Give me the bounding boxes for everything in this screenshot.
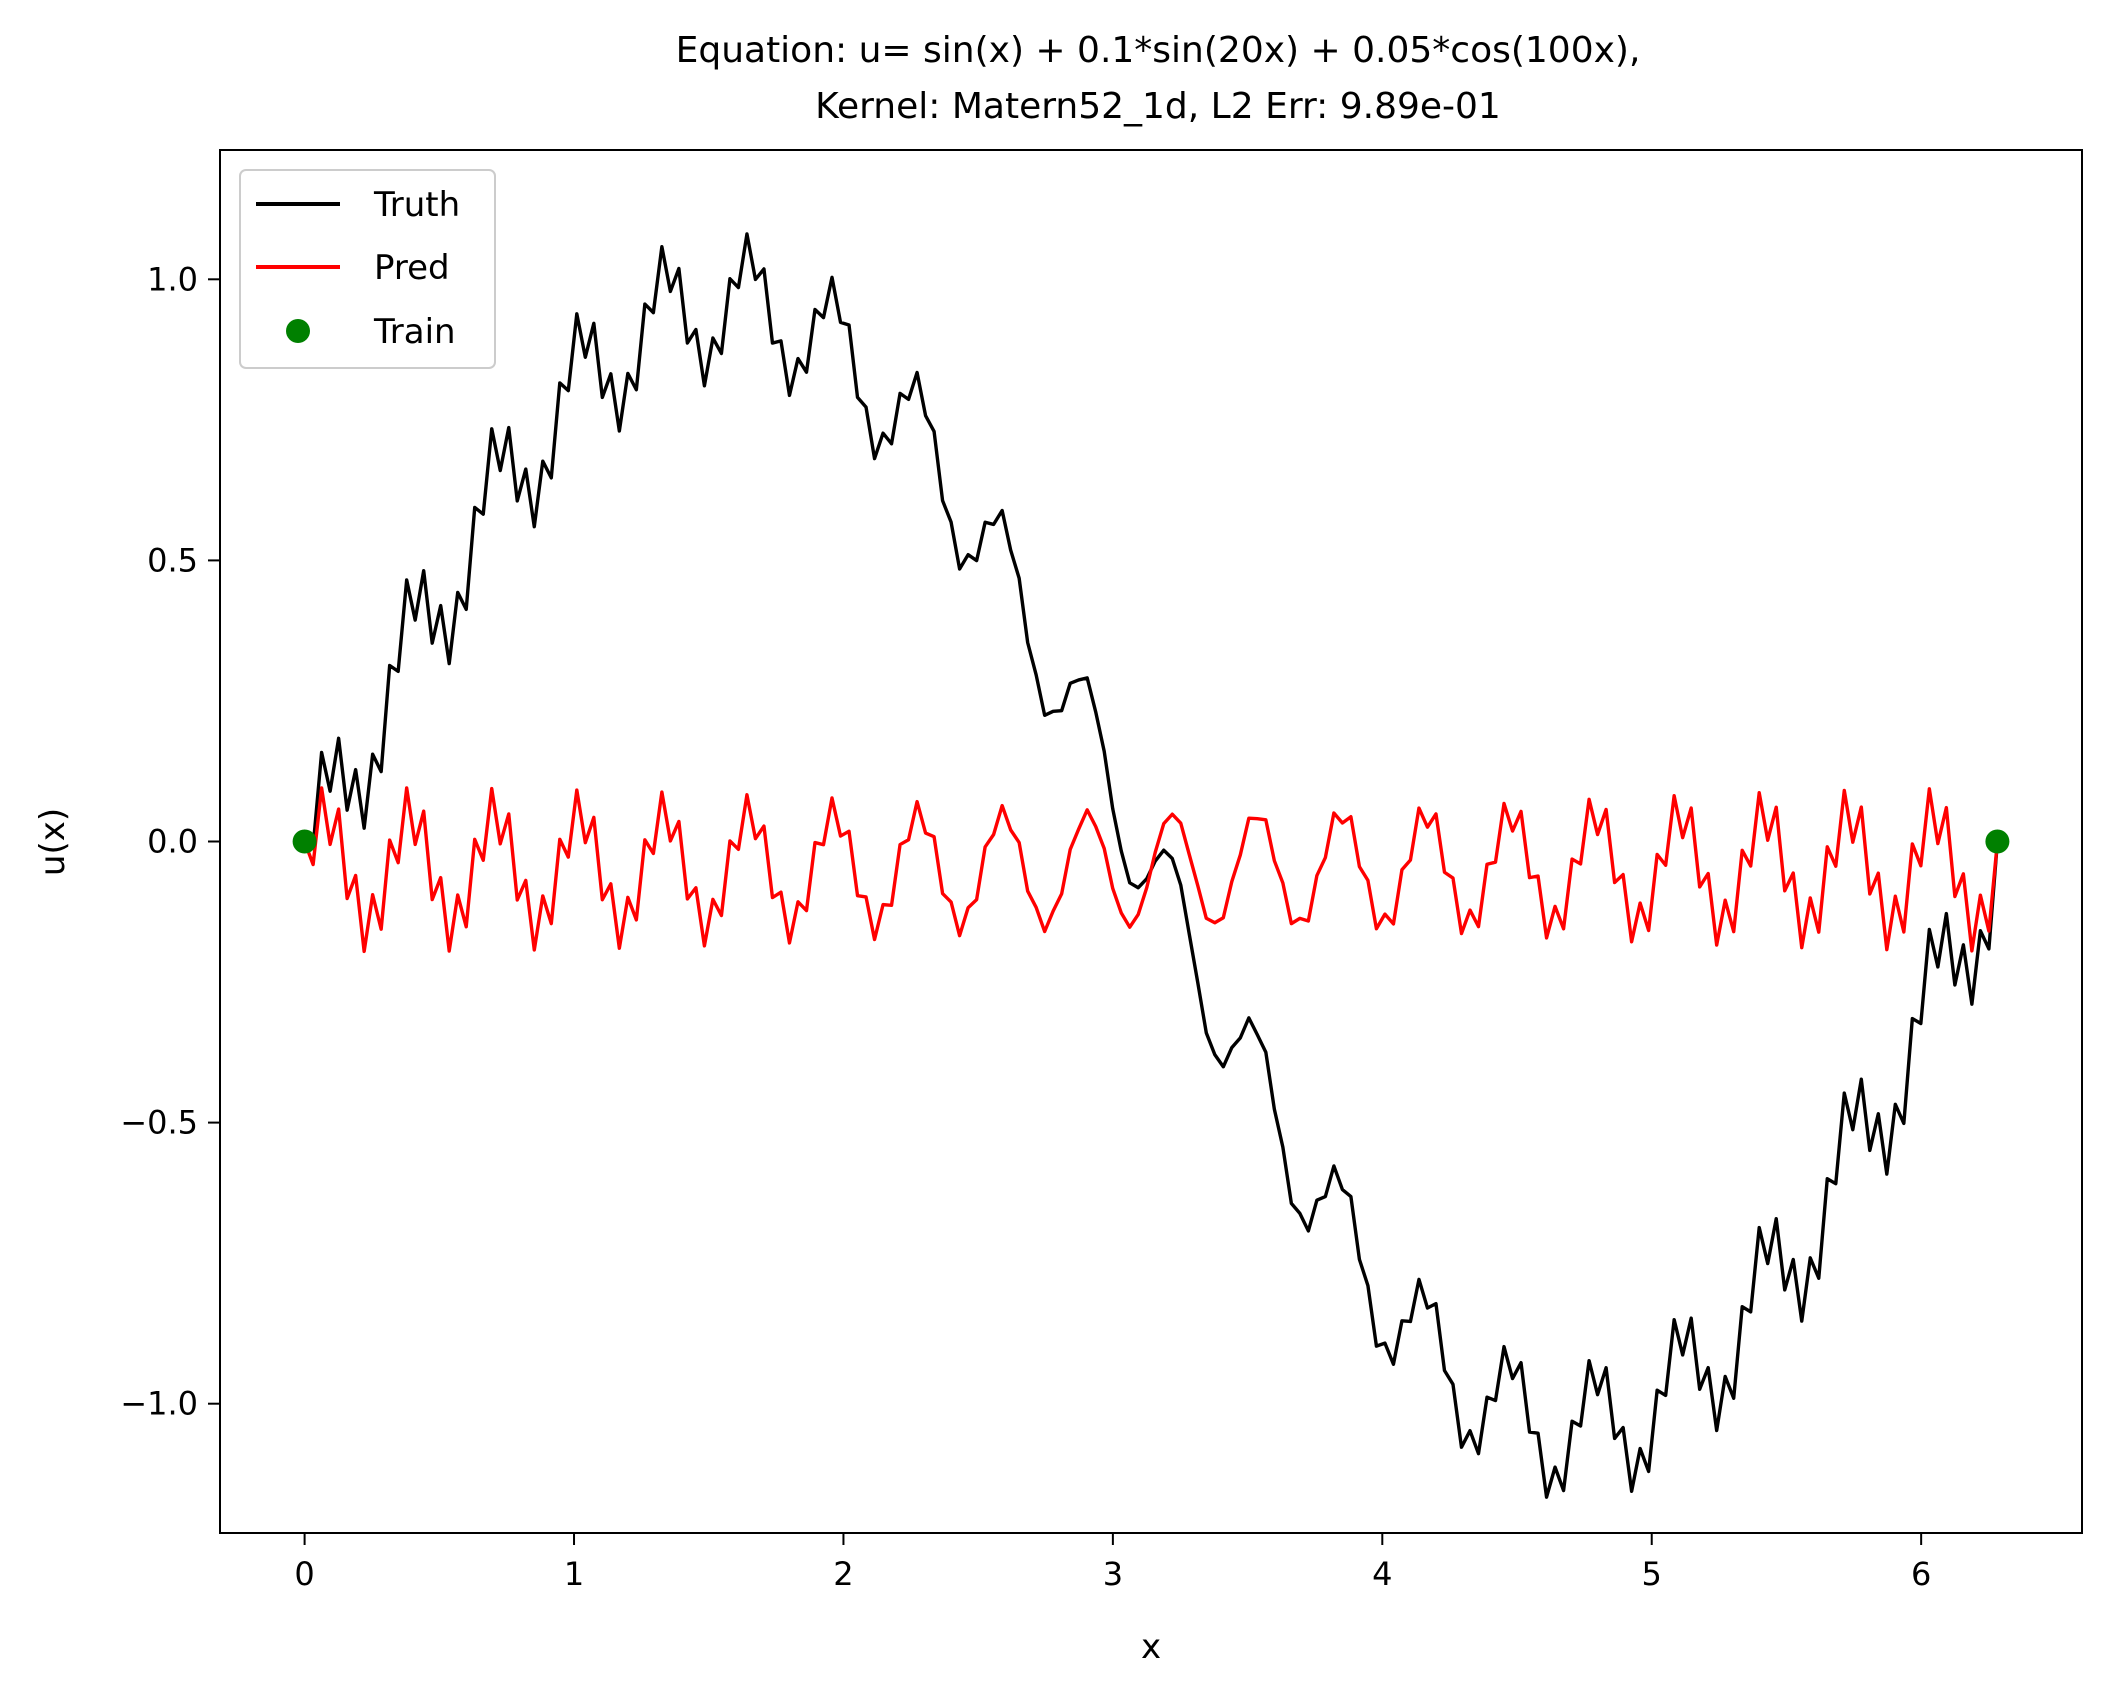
scatter-layer [292, 829, 2010, 854]
chart-title-line-1: Equation: u= sin(x) + 0.1*sin(20x) + 0.0… [676, 30, 1641, 71]
train-point-1 [292, 829, 317, 854]
y-tick-label: 1.0 [147, 260, 198, 298]
legend-swatch-train [286, 319, 310, 343]
y-axis-label: u(x) [33, 808, 73, 876]
y-axis-ticks: −1.0 −0.5 0.0 0.5 1.0 [120, 260, 220, 1423]
x-tick-label: 4 [1372, 1555, 1392, 1593]
x-tick-label: 3 [1103, 1555, 1123, 1593]
x-tick-label: 2 [833, 1555, 853, 1593]
x-axis-ticks: 0 1 2 3 4 5 6 [294, 1533, 1931, 1593]
x-tick-label: 1 [564, 1555, 584, 1593]
y-tick-label: 0.0 [147, 823, 198, 861]
legend-label-truth: Truth [373, 185, 460, 225]
x-axis-label: x [1141, 1627, 1161, 1667]
series-line-pred [303, 786, 2000, 954]
legend-frame [239, 169, 496, 369]
legend-label-train: Train [373, 312, 456, 352]
x-tick-label: 6 [1911, 1555, 1931, 1593]
y-tick-label: −0.5 [120, 1104, 198, 1142]
x-tick-label: 0 [294, 1555, 314, 1593]
series-layer [303, 232, 2000, 1499]
y-tick-label: 0.5 [147, 541, 198, 579]
legend-label-pred: Pred [374, 248, 450, 288]
chart-title-line-2: Kernel: Matern52_1d, L2 Err: 9.89e-01 [815, 86, 1501, 127]
legend: Truth Pred Train [239, 169, 496, 369]
train-point-2 [1985, 829, 2010, 854]
x-tick-label: 5 [1642, 1555, 1662, 1593]
y-tick-label: −1.0 [120, 1385, 198, 1423]
